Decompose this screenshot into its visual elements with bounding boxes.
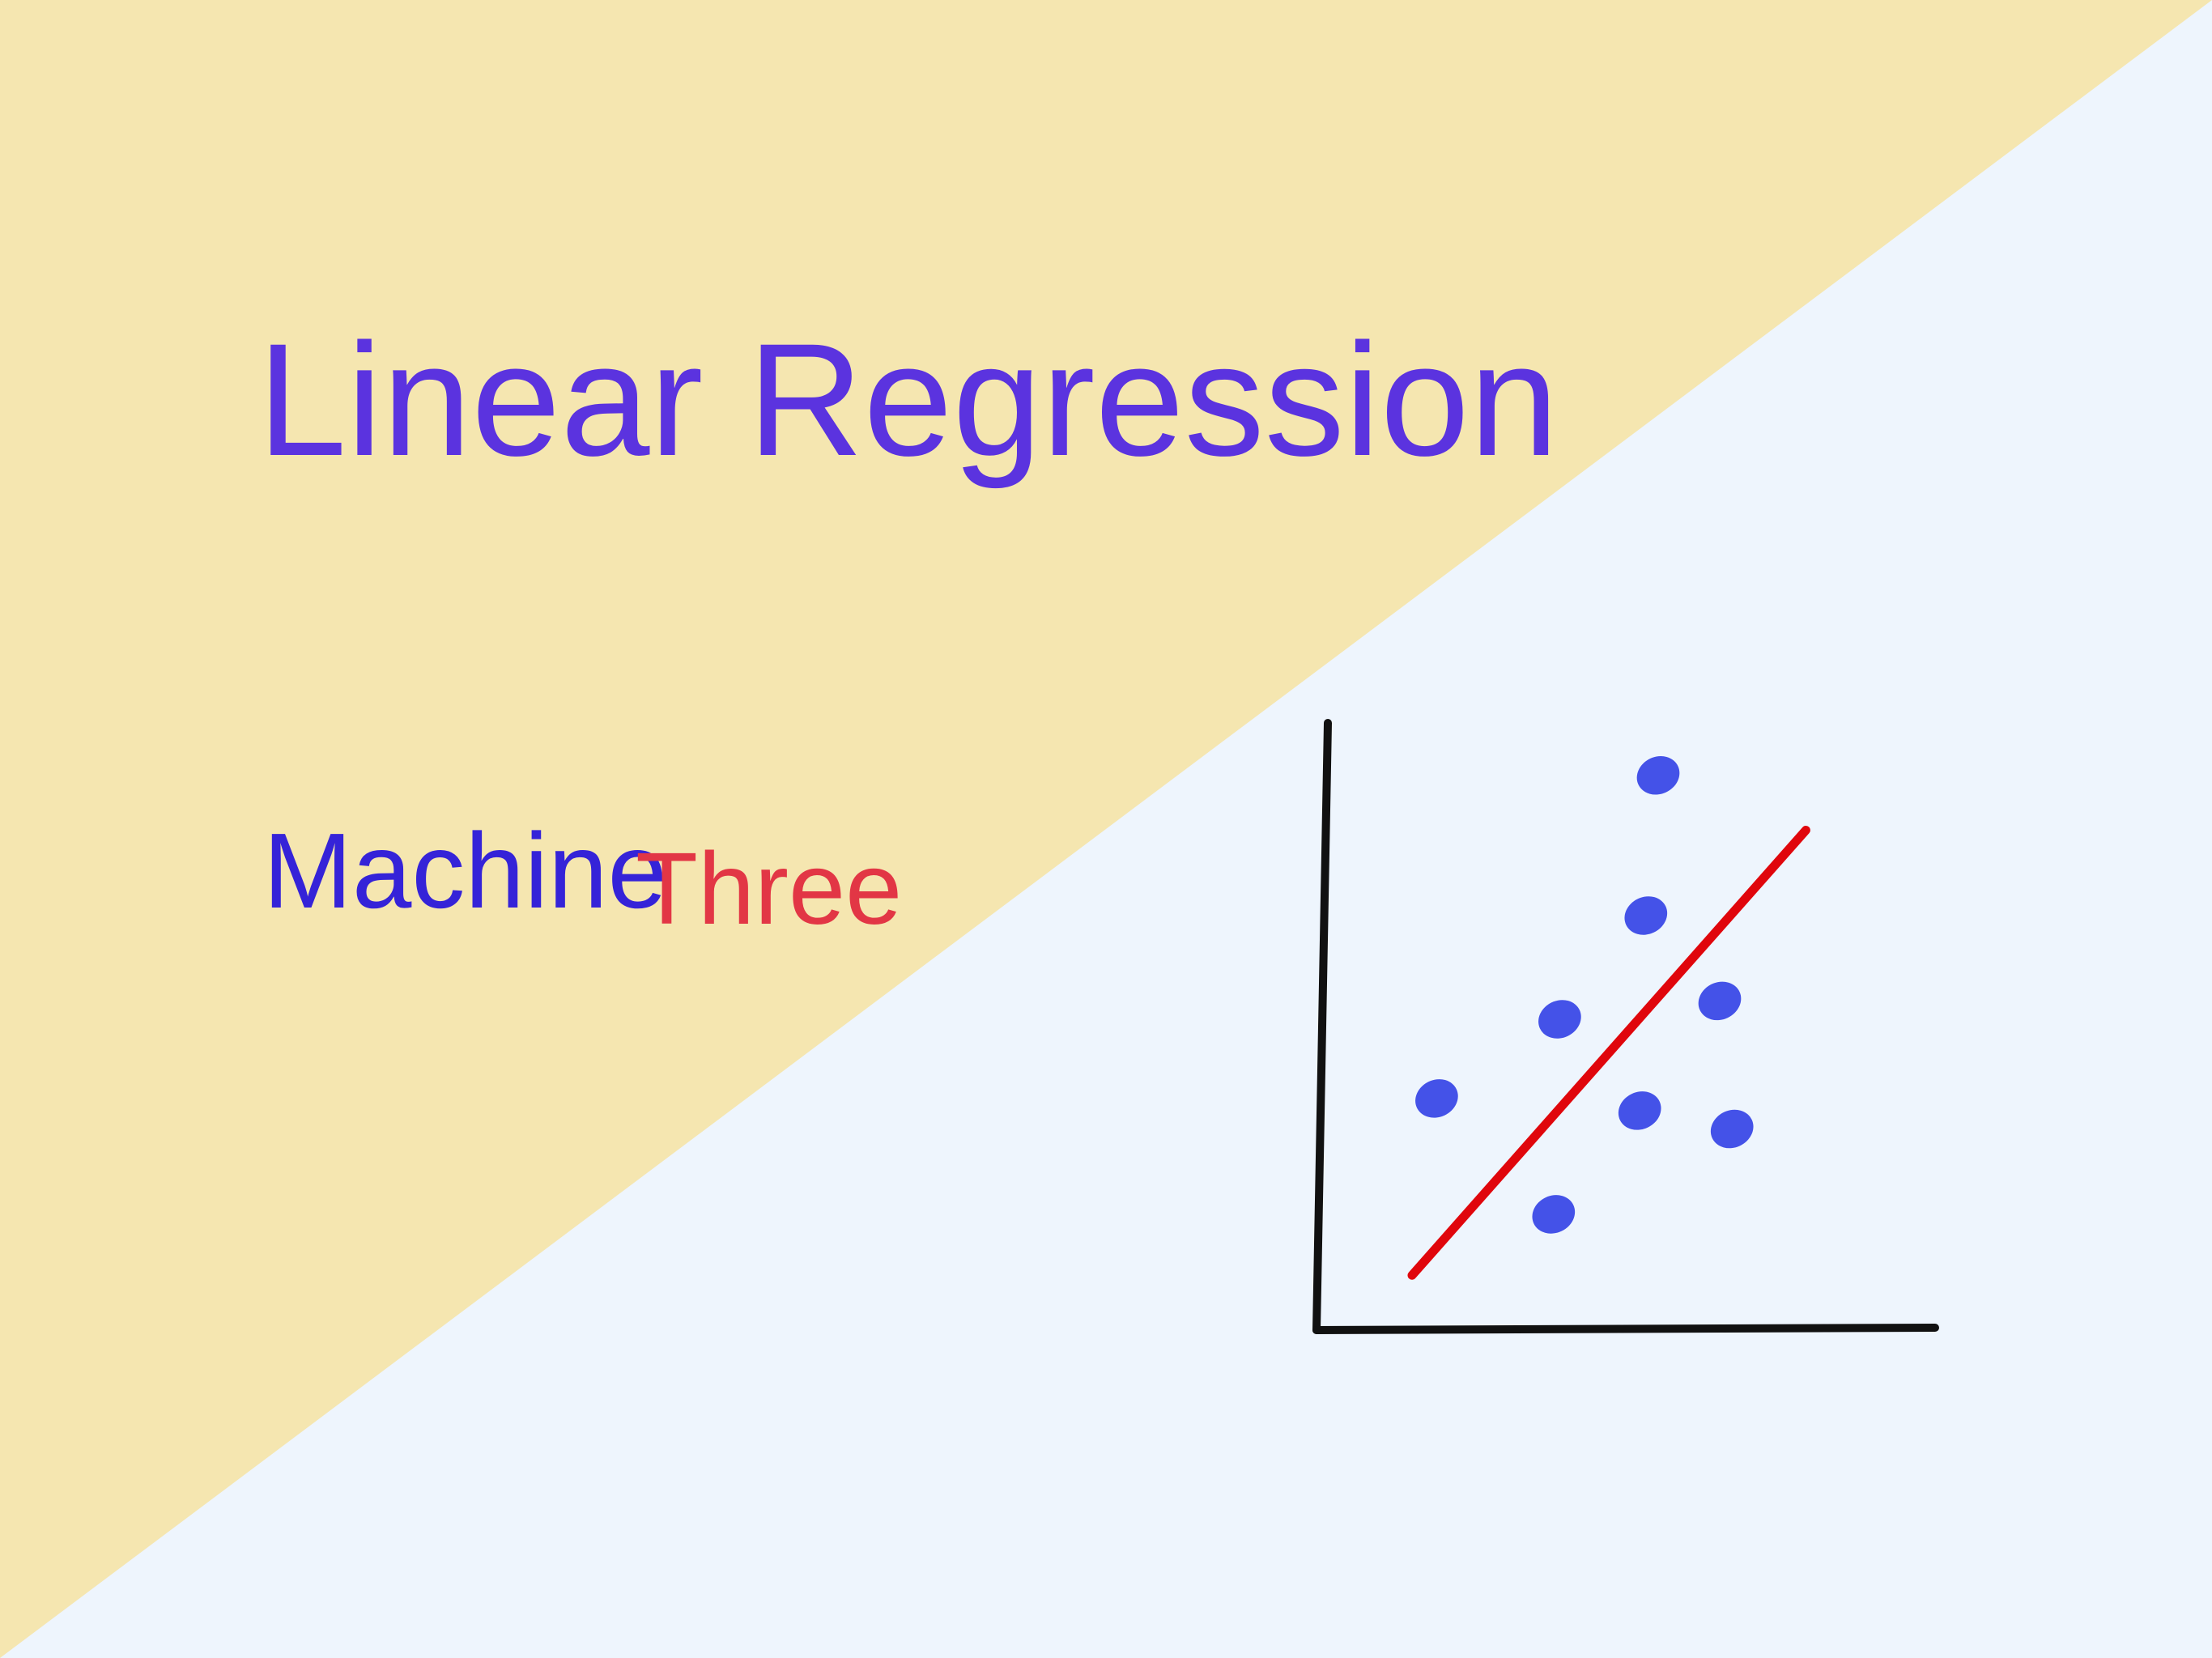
- data-point: [1636, 756, 1680, 795]
- subtitle-machine: Machine: [263, 811, 667, 930]
- data-point: [1710, 1109, 1754, 1149]
- data-point: [1624, 896, 1668, 935]
- subtitle-superscript: Three: [636, 831, 903, 946]
- slide-title: Linear Regression: [257, 310, 1559, 489]
- regression-line: [1407, 826, 1810, 1280]
- x-axis-line: [1312, 1324, 1939, 1334]
- data-point: [1538, 1000, 1581, 1039]
- data-point: [1618, 1091, 1661, 1130]
- data-points: [1415, 756, 1754, 1234]
- regression-line-group: [1407, 826, 1810, 1280]
- data-point: [1532, 1195, 1576, 1234]
- plot-axes: [1312, 719, 1939, 1334]
- data-point: [1698, 981, 1742, 1021]
- y-axis-line: [1312, 719, 1332, 1334]
- data-point: [1415, 1079, 1458, 1118]
